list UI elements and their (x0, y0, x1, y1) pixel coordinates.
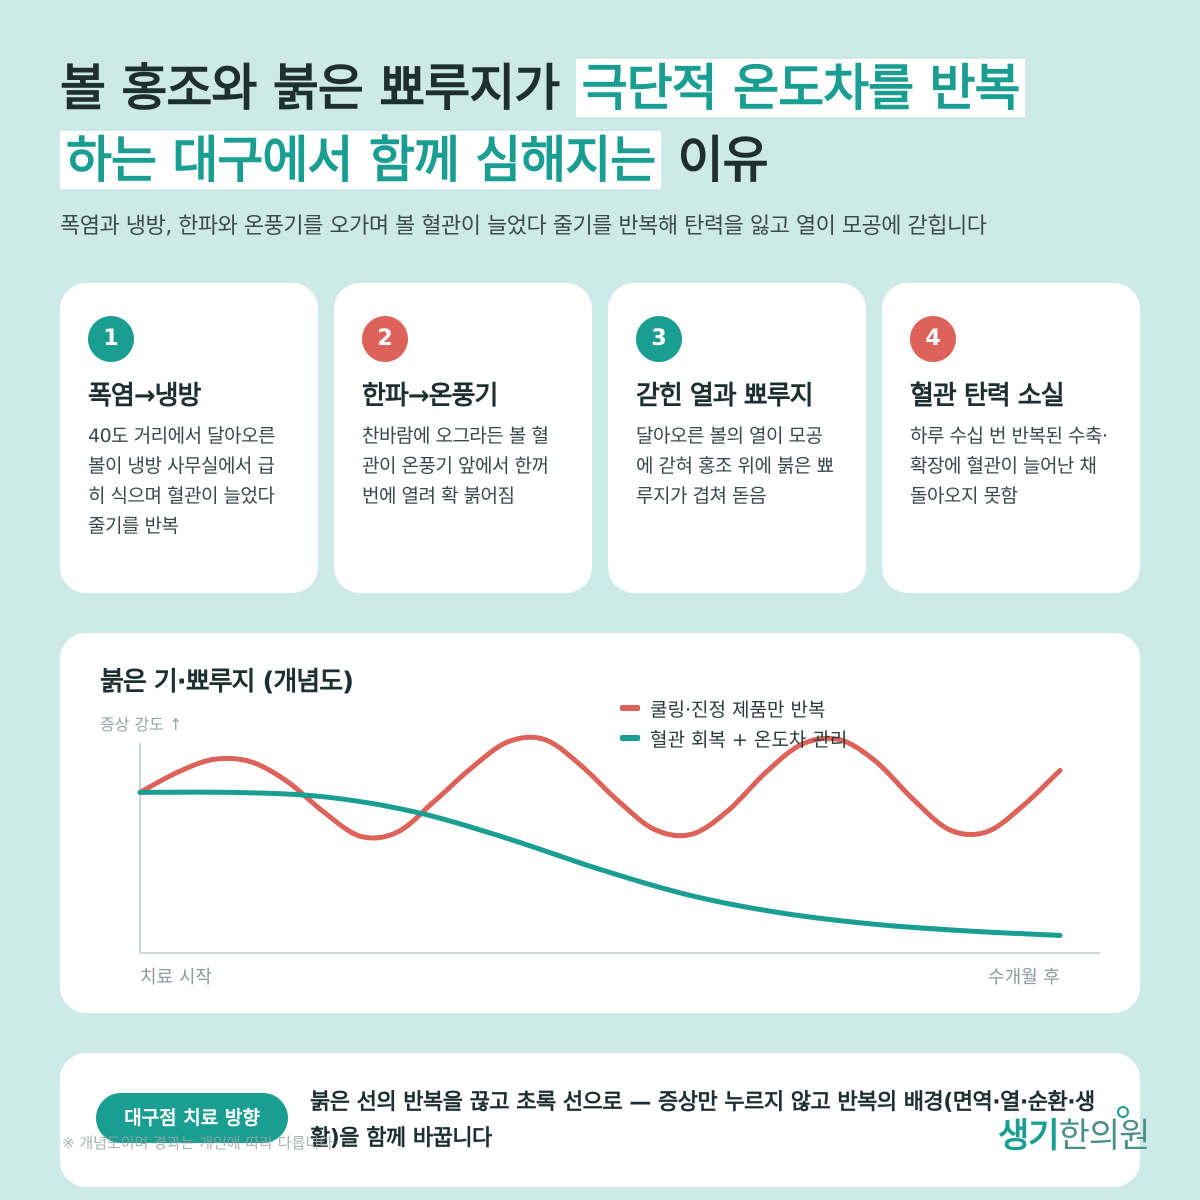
clinic-logo: 생기한의원 (998, 1108, 1151, 1157)
card-number-badge: 4 (910, 316, 956, 362)
series-line-vascular-recovery (137, 789, 1063, 938)
title-highlight1: 극단적 온도차를 반복 (575, 59, 1026, 117)
card-body: 40도 거리에서 달아오른 볼이 냉방 사무실에서 급히 식으며 혈관이 늘었다… (88, 425, 276, 537)
cause-card-1: 1 폭염→냉방 40도 거리에서 달아오른 볼이 냉방 사무실에서 급히 식으며… (60, 283, 318, 593)
chart-panel: 붉은 기·뾰루지 (개념도) 증상 강도 ↑ 쿨링·진정 제품만 반복 혈관 회… (60, 633, 1140, 1013)
treatment-message: 붉은 선의 반복을 끊고 초록 선으로 — 증상만 누르지 않고 반복의 배경(… (310, 1090, 1095, 1151)
legend-label: 혈관 회복 + 온도차 관리 (650, 728, 848, 751)
legend-swatch (620, 705, 640, 711)
legend-swatch (620, 735, 640, 741)
logo-text-1: 생기 (998, 1116, 1060, 1156)
treatment-direction-pill: 대구점 치료 방향 (96, 1093, 288, 1143)
chart-legend: 쿨링·진정 제품만 반복 혈관 회복 + 온도차 관리 (620, 693, 847, 753)
card-title: 폭염→냉방 (88, 381, 201, 411)
title-highlight2: 하는 대구에서 함께 심해지는 (60, 131, 662, 189)
card-title: 혈관 탄력 소실 (910, 381, 1065, 411)
cause-card-3: 3 갇힌 열과 뾰루지 달아오른 볼의 열이 모공에 갇혀 홍조 위에 붉은 뾰… (608, 283, 866, 593)
card-body: 찬바람에 오그라든 볼 혈관이 온풍기 앞에서 한꺼번에 열려 확 붉어짐 (362, 425, 549, 507)
disclaimer-note: ※ 개념도이며 경과는 개인에 따라 다릅니다 (62, 1134, 334, 1152)
card-number-badge: 1 (88, 316, 134, 362)
legend-label: 쿨링·진정 제품만 반복 (650, 698, 826, 721)
page-title: 볼 홍조와 붉은 뾰루지가 극단적 온도차를 반복 하는 대구에서 함께 심해지… (60, 52, 1160, 196)
chart-title: 붉은 기·뾰루지 (개념도) (100, 667, 354, 697)
title-part2: 이유 (677, 131, 769, 189)
card-title: 한파→온풍기 (362, 381, 498, 411)
card-body: 하루 수십 번 반복된 수축·확장에 혈관이 늘어난 채 돌아오지 못함 (910, 425, 1108, 507)
treatment-direction-panel: 대구점 치료 방향 붉은 선의 반복을 끊고 초록 선으로 — 증상만 누르지 … (60, 1053, 1140, 1187)
card-title: 갇힌 열과 뾰루지 (636, 381, 814, 411)
legend-item-teal: 혈관 회복 + 온도차 관리 (620, 723, 847, 753)
series-line-cooling-only (137, 734, 1063, 841)
x-axis-start-label: 치료 시작 (140, 967, 212, 988)
logo-dot-icon (1117, 1106, 1129, 1118)
legend-item-red: 쿨링·진정 제품만 반복 (620, 693, 847, 723)
y-axis-label: 증상 강도 ↑ (100, 715, 183, 734)
logo-text-2: 한의원 (1058, 1116, 1151, 1156)
cause-card-4: 4 혈관 탄력 소실 하루 수십 번 반복된 수축·확장에 혈관이 늘어난 채 … (882, 283, 1140, 593)
card-number-badge: 3 (636, 316, 682, 362)
card-number-badge: 2 (362, 316, 408, 362)
chart-svg (137, 734, 1100, 954)
x-axis-end-label: 수개월 후 (988, 967, 1060, 988)
title-part1: 볼 홍조와 붉은 뾰루지가 (60, 59, 560, 117)
cause-card-2: 2 한파→온풍기 찬바람에 오그라든 볼 혈관이 온풍기 앞에서 한꺼번에 열려… (334, 283, 592, 593)
card-body: 달아오른 볼의 열이 모공에 갇혀 홍조 위에 붉은 뾰루지가 겹쳐 돋음 (636, 425, 834, 507)
page-subtitle: 폭염과 냉방, 한파와 온풍기를 오가며 볼 혈관이 늘었다 줄기를 반복해 탄… (60, 214, 987, 239)
